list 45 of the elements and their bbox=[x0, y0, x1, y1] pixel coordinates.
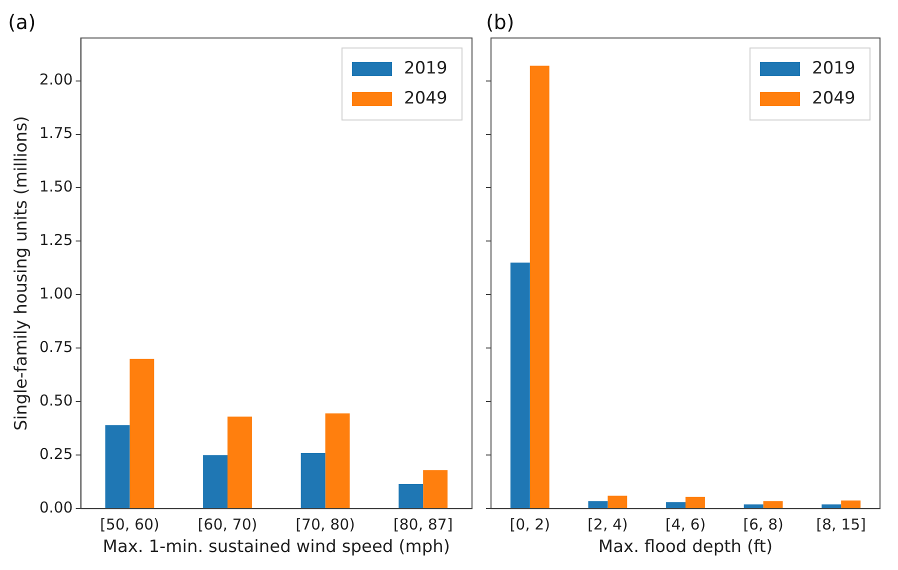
y-tick-label: 1.50 bbox=[39, 178, 73, 196]
x-tick-label: [80, 87] bbox=[393, 515, 453, 534]
bar bbox=[822, 504, 842, 508]
x-axis-title: Max. flood depth (ft) bbox=[598, 537, 773, 558]
legend-label: 2049 bbox=[404, 88, 448, 108]
bar bbox=[228, 416, 252, 508]
x-axis-title: Max. 1-min. sustained wind speed (mph) bbox=[102, 537, 450, 558]
bar bbox=[510, 262, 530, 508]
x-tick-label: [70, 80) bbox=[296, 515, 356, 534]
bar bbox=[423, 470, 448, 508]
chart-title: (b) bbox=[486, 10, 514, 34]
y-tick-label: 0.50 bbox=[39, 392, 73, 410]
x-tick-label: [50, 60) bbox=[100, 515, 160, 534]
bar bbox=[608, 496, 628, 508]
bar bbox=[325, 413, 350, 508]
y-tick-label: 2.00 bbox=[39, 70, 73, 89]
x-tick-label: [2, 4) bbox=[588, 515, 628, 534]
x-tick-label: [0, 2) bbox=[510, 515, 550, 534]
y-tick-label: 0.25 bbox=[39, 445, 73, 464]
legend-label: 2019 bbox=[404, 58, 448, 78]
bar bbox=[398, 484, 424, 508]
bar bbox=[300, 452, 326, 508]
x-tick-label: [6, 8) bbox=[743, 515, 784, 534]
y-tick-label: 1.00 bbox=[39, 284, 73, 303]
legend-label: 2019 bbox=[812, 58, 856, 78]
x-tick-label: [8, 15] bbox=[816, 515, 866, 534]
bar bbox=[763, 501, 783, 508]
x-tick-label: [4, 6) bbox=[665, 515, 706, 534]
bar bbox=[686, 496, 705, 508]
y-tick-label: 0.75 bbox=[39, 338, 73, 356]
bar bbox=[666, 502, 686, 508]
y-tick-label: 0.00 bbox=[39, 498, 73, 516]
bar bbox=[841, 500, 861, 508]
bar bbox=[130, 358, 154, 508]
bar bbox=[744, 504, 764, 508]
bar bbox=[105, 425, 130, 508]
bar bbox=[203, 455, 228, 508]
legend-label: 2049 bbox=[812, 88, 856, 108]
y-tick-label: 1.75 bbox=[39, 124, 73, 142]
x-tick-label: [60, 70) bbox=[198, 515, 258, 534]
bar bbox=[530, 66, 550, 508]
bar bbox=[588, 501, 608, 508]
y-tick-label: 1.25 bbox=[39, 231, 73, 250]
chart-title: (a) bbox=[8, 10, 36, 34]
y-axis-title: Single-family housing units (millions) bbox=[12, 116, 32, 431]
